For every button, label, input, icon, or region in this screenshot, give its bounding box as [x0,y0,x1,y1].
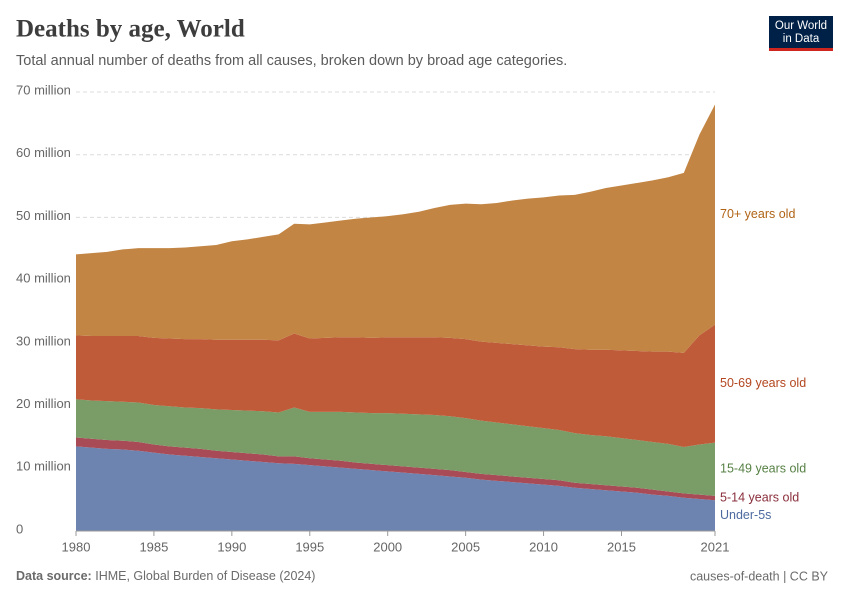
series-label: 15-49 years old [720,462,806,476]
y-tick-label: 20 million [16,396,71,411]
x-tick-label: 2015 [607,539,636,554]
x-tick-label: 2005 [451,539,480,554]
series-label: 5-14 years old [720,490,799,504]
x-tick-label: 2021 [701,539,730,554]
y-tick-label: 0 [16,521,23,536]
y-tick-label: 70 million [16,82,71,97]
x-tick-label: 1980 [62,539,91,554]
series-label: Under-5s [720,508,771,522]
area [76,437,715,501]
y-tick-label: 60 million [16,145,71,160]
y-tick-label: 30 million [16,333,71,348]
source-label: Data source: [16,569,92,583]
x-tick-label: 1990 [217,539,246,554]
x-tick-label: 2000 [373,539,402,554]
series-label: 50-69 years old [720,376,806,390]
series-label: 70+ years old [720,207,795,221]
source: Data source: IHME, Global Burden of Dise… [16,569,315,583]
credit: causes-of-death | CC BY [690,569,829,583]
logo-text: in Data [783,33,820,45]
area [76,104,715,353]
x-tick-label: 1995 [295,539,324,554]
y-tick-label: 10 million [16,459,71,474]
plot-area: 0 10 million 20 million 30 million 40 millio… [16,82,729,554]
area [76,324,715,447]
source-text: IHME, Global Burden of Disease (2024) [95,569,315,583]
logo-box[interactable] [769,16,833,48]
x-tick-label: 1985 [139,539,168,554]
area [76,399,715,496]
area [76,446,715,531]
logo-bar [769,48,833,51]
logo-text: Our World [775,20,827,32]
chart-subtitle: Total annual number of deaths from all c… [16,53,567,69]
x-tick-label: 2010 [529,539,558,554]
chart-title: Deaths by age, World [16,16,245,43]
y-tick-label: 40 million [16,271,71,286]
y-tick-label: 50 million [16,208,71,223]
